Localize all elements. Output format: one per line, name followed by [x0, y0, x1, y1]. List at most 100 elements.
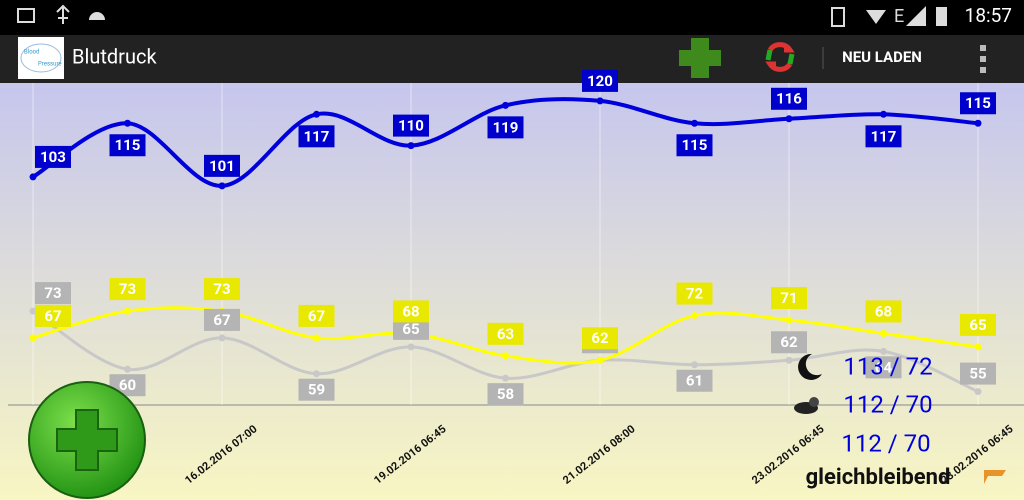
value-label: 68 [875, 302, 892, 320]
data-point [29, 334, 37, 342]
signal-icon [906, 6, 926, 26]
value-label: 120 [587, 72, 613, 90]
data-point [691, 361, 698, 369]
value-label: 58 [497, 385, 514, 403]
value-label: 67 [44, 307, 61, 325]
value-label-box [204, 154, 240, 177]
data-point [502, 352, 509, 360]
value-label-box [393, 300, 429, 323]
data-point [596, 356, 604, 364]
value-label-box [865, 356, 902, 379]
data-point [691, 119, 698, 127]
value-label-box [298, 378, 335, 401]
value-label: 63 [497, 325, 514, 343]
value-label: 55 [969, 365, 986, 383]
value-label: 62 [591, 329, 609, 347]
value-label-box [771, 331, 807, 354]
value-label: 68 [402, 302, 419, 320]
app-logo [18, 37, 64, 79]
value-label-box [298, 125, 335, 148]
series-line [31, 97, 979, 188]
value-label-box [960, 92, 996, 115]
total-value: 112 / 70 [841, 429, 930, 457]
value-label: 71 [780, 289, 797, 307]
fab-plus [56, 409, 118, 471]
data-point [502, 374, 509, 382]
value-label: 62 [780, 333, 798, 351]
data-point [596, 97, 604, 105]
wifi-icon [866, 10, 886, 24]
value-label: 72 [686, 285, 704, 303]
value-label-box [676, 134, 713, 157]
value-label: 115 [682, 136, 708, 154]
usb-icon [56, 4, 70, 24]
value-label-box [109, 134, 146, 157]
night-icon [798, 353, 822, 380]
value-label-box [582, 327, 618, 350]
data-point [974, 119, 982, 127]
day-value: 112 / 70 [843, 390, 932, 418]
value-label: 117 [871, 127, 897, 145]
data-point [124, 365, 131, 373]
value-label: 61 [686, 372, 703, 390]
value-label: 115 [965, 94, 991, 112]
clock: 18:57 [965, 4, 1012, 27]
network-type: E [894, 6, 904, 27]
data-point [880, 329, 887, 337]
value-label: 65 [969, 316, 986, 334]
value-label-box [298, 304, 335, 327]
value-label: 67 [308, 307, 325, 325]
day-icon-sun [809, 397, 819, 407]
series-line [32, 309, 979, 393]
value-label-box [865, 300, 902, 323]
data-point [313, 110, 320, 118]
data-point [124, 119, 131, 127]
sync-button[interactable] [765, 42, 795, 72]
data-point [407, 343, 415, 351]
value-label-box [771, 287, 807, 310]
status-bar [0, 0, 1024, 35]
gallery-icon [17, 8, 35, 23]
night-value: 113 / 72 [843, 352, 932, 380]
reload-button[interactable]: NEU LADEN [842, 48, 922, 66]
vibrate-icon [831, 7, 845, 27]
value-label-box [204, 308, 240, 331]
value-label: 65 [402, 320, 419, 338]
battery-icon [936, 7, 947, 26]
value-label-box [865, 125, 902, 148]
value-label-box [393, 317, 429, 340]
value-label-box [676, 282, 713, 305]
logo-text: Blood [24, 49, 39, 56]
value-label: 119 [493, 118, 519, 136]
value-label: 73 [44, 284, 61, 302]
data-point [974, 388, 982, 396]
value-label: 60 [119, 376, 136, 394]
value-label-box [487, 322, 524, 345]
trend-hand-icon [984, 470, 1006, 484]
value-label-box [109, 278, 146, 301]
value-label-box [204, 278, 240, 301]
android-icon [89, 12, 105, 20]
value-label-box [35, 282, 71, 305]
value-label-box [487, 116, 524, 139]
data-point [124, 307, 131, 315]
data-point [785, 115, 793, 123]
trend: gleichbleibend [806, 465, 951, 490]
data-point [218, 182, 226, 190]
data-point [785, 356, 793, 364]
app-title: Blutdruck [72, 44, 157, 68]
data-point [313, 370, 320, 378]
value-label-box [771, 87, 807, 110]
value-label-box [960, 362, 996, 385]
value-label-box [35, 304, 71, 327]
data-point [218, 334, 226, 342]
sync-arrows [765, 49, 795, 65]
data-point [880, 110, 887, 118]
value-label-box [487, 383, 524, 406]
data-point [974, 343, 982, 351]
add-button[interactable] [679, 38, 721, 78]
overflow-menu[interactable] [980, 45, 986, 73]
data-point [313, 334, 320, 342]
